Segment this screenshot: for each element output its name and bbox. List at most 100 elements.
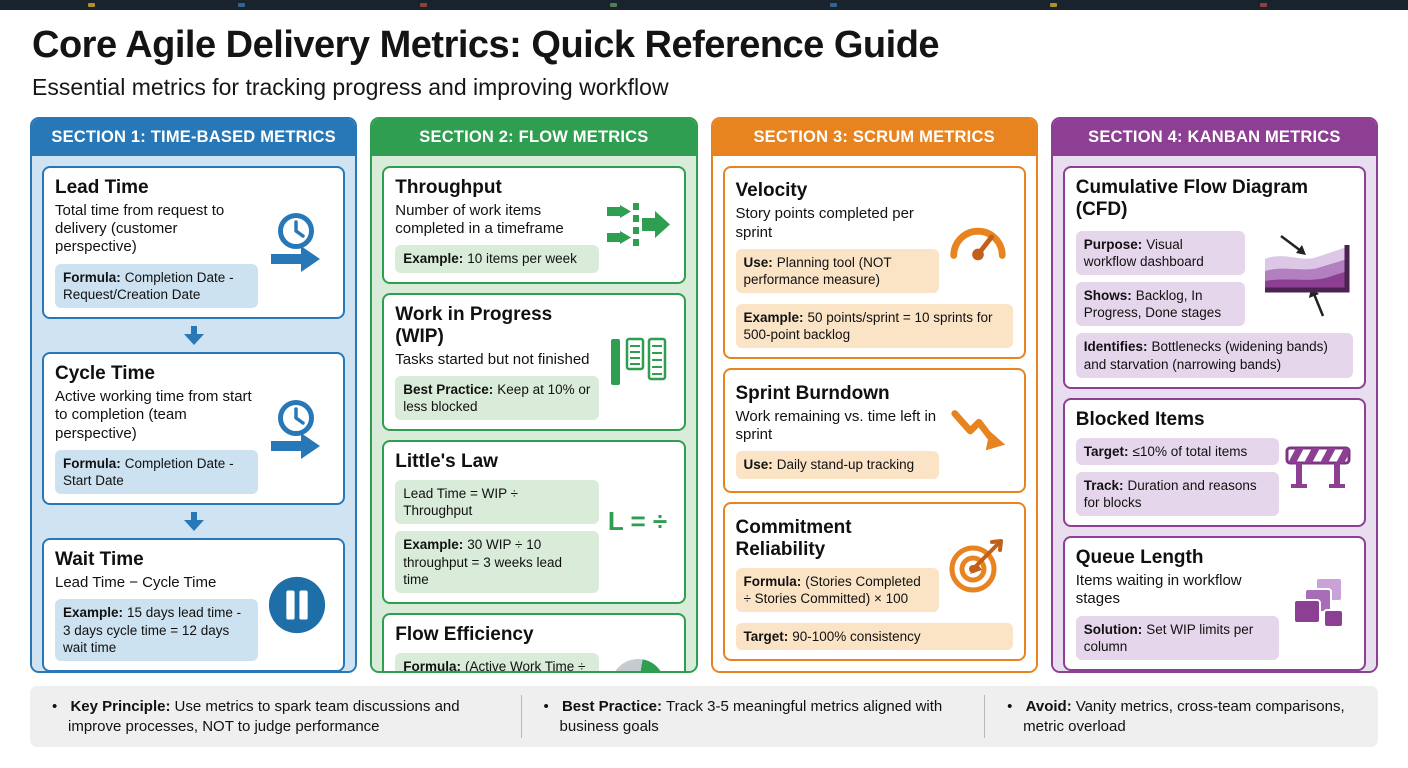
card-title: Little's Law (395, 451, 498, 473)
card-title: Flow Efficiency (395, 623, 534, 645)
formula-box: Formula: Completion Date - Request/Creati… (55, 263, 259, 308)
box-label: Example: (63, 605, 124, 621)
box-label: Formula: (63, 269, 121, 285)
box-label: Use: (743, 457, 773, 473)
card-description: Tasks started but not finished (395, 350, 590, 368)
pause-icon (262, 574, 332, 636)
down-arrow-icon (42, 512, 345, 532)
section-1-body: Lead Time Total time from request to del… (32, 155, 356, 671)
box-text: Backlog, In Progress, Done stages (1083, 288, 1222, 321)
box-text: Daily stand-up tracking (776, 457, 915, 473)
queue-stack-icon (1283, 576, 1353, 632)
box-label: Example: (743, 309, 804, 325)
footer-label: Key Principle: (70, 697, 171, 715)
box-label: Formula: (743, 573, 802, 589)
box-text: ≤10% of total items (1132, 443, 1248, 459)
section-4-body: Cumulative Flow Diagram (CFD) Purpose: Vi… (1052, 155, 1376, 671)
section-3-header: SECTION 3: SCRUM METRICS (712, 118, 1036, 156)
formula-text-icon: L = ÷ (603, 506, 673, 537)
card-title: Sprint Burndown (735, 382, 890, 404)
card-blocked-items: Blocked Items Target: ≤10% of total items… (1062, 397, 1366, 528)
page-title: Core Agile Delivery Metrics: Quick Refer… (32, 24, 940, 66)
card-cumulative-flow-diagram: Cumulative Flow Diagram (CFD) Purpose: Vi… (1062, 165, 1366, 389)
section-2-body: Throughput Number of work items complete… (372, 155, 696, 671)
card-description: Items waiting in workflow stages (1075, 572, 1242, 608)
footer-avoid: Avoid:Vanity metrics, cross-team compari… (984, 694, 1378, 739)
page-subtitle: Essential metrics for tracking progress … (32, 73, 669, 100)
section-scrum-metrics: SECTION 3: SCRUM METRICS Velocity Story … (710, 116, 1038, 673)
box-text: Bottlenecks (widening bands) and starvat… (1083, 339, 1328, 372)
footer-text: Use metrics to spark team discussions an… (68, 697, 460, 735)
barrier-icon (1283, 434, 1353, 490)
card-description: Work remaining vs. time left in sprint (735, 407, 937, 444)
card-title: Throughput (395, 176, 502, 198)
card-commitment-reliability: Commitment Reliability Formula: (Stories … (722, 502, 1026, 661)
sections-row: SECTION 1: TIME-BASED METRICS Lead Time … (30, 116, 1378, 673)
box-text: (Active Work Time ÷ Total Lead Time) × 1… (465, 658, 586, 671)
formula-box: Formula: Completion Date - Start Date (55, 449, 259, 495)
pie-chart-icon (603, 659, 673, 671)
down-arrow-icon (42, 325, 345, 345)
example-box: Example: 30 WIP ÷ 10 throughput = 3 weeks… (395, 531, 599, 593)
footer-label: Best Practice: (561, 697, 663, 715)
card-title: Cumulative Flow Diagram (CFD) (1075, 176, 1309, 220)
footer-bar: Key Principle:Use metrics to spark team … (30, 685, 1378, 748)
clock-arrow-icon (262, 397, 332, 461)
purpose-box: Purpose: Visual workflow dashboard (1075, 230, 1245, 276)
box-text: 30 WIP ÷ 10 throughput = 3 weeks lead ti… (403, 537, 562, 587)
box-text: 15 days lead time - 3 days cycle time = … (63, 605, 242, 655)
box-label: Use: (743, 255, 773, 270)
footer-best-practice: Best Practice:Track 3-5 meaningful metri… (520, 694, 985, 739)
box-label: Shows: (1083, 288, 1132, 304)
box-label: Target: (1083, 443, 1129, 459)
card-wip: Work in Progress (WIP) Tasks started but… (382, 292, 686, 432)
box-label: Target: (743, 628, 789, 644)
section-2-header: SECTION 2: FLOW METRICS (372, 118, 696, 156)
clock-arrow-icon (262, 210, 332, 274)
box-text: 50 points/sprint = 10 sprints for 500-po… (743, 309, 993, 343)
box-label: Purpose: (1083, 236, 1143, 252)
card-queue-length: Queue Length Items waiting in workflow s… (1062, 536, 1366, 671)
section-flow-metrics: SECTION 2: FLOW METRICS Throughput Numbe… (370, 116, 698, 673)
throughput-flow-icon (603, 202, 673, 248)
footer-key-principle: Key Principle:Use metrics to spark team … (30, 695, 521, 739)
shows-box: Shows: Backlog, In Progress, Done stages (1075, 282, 1245, 327)
identifies-box: Identifies: Bottlenecks (widening bands) … (1075, 333, 1353, 378)
box-label: Example: (403, 251, 464, 267)
formula-text: L = ÷ (607, 506, 668, 537)
card-flow-efficiency: Flow Efficiency Formula: (Active Work Tim… (382, 612, 686, 671)
box-text: Planning tool (NOT performance measure) (743, 255, 892, 288)
track-box: Track: Duration and reasons for blocks (1075, 471, 1279, 517)
card-title: Velocity (735, 180, 808, 202)
section-kanban-metrics: SECTION 4: KANBAN METRICS Cumulative Flo… (1050, 116, 1378, 673)
solution-box: Solution: Set WIP limits per column (1075, 615, 1279, 660)
formula-box: Lead Time = WIP ÷ Throughput (395, 480, 599, 525)
box-label: Identifies: (1083, 339, 1148, 355)
formula-box: Formula: (Stories Completed ÷ Stories Com… (735, 567, 939, 613)
card-title: Cycle Time (55, 362, 155, 384)
example-box: Example: 10 items per week (395, 245, 599, 273)
footer-label: Avoid: (1025, 697, 1072, 715)
card-velocity: Velocity Story points completed per spri… (722, 165, 1026, 360)
box-label: Formula: (403, 658, 462, 671)
box-text: Duration and reasons for blocks (1083, 477, 1257, 510)
card-description: Story points completed per sprint (735, 205, 914, 241)
box-text: (Stories Completed ÷ Stories Committed) … (743, 573, 921, 606)
example-box: Example: 50 points/sprint = 10 sprints fo… (735, 303, 1013, 349)
target-box: Target: ≤10% of total items (1075, 437, 1279, 465)
box-label: Formula: (63, 455, 121, 471)
footer-text: Track 3-5 meaningful metrics aligned wit… (559, 697, 943, 735)
card-title: Wait Time (55, 549, 144, 571)
card-description: Active working time from start to comple… (55, 387, 252, 442)
cfd-chart-icon (1249, 232, 1353, 318)
example-box: Example: 15 days lead time - 3 days cycle… (55, 599, 259, 661)
kanban-board-icon (603, 337, 673, 387)
section-1-header: SECTION 1: TIME-BASED METRICS (32, 118, 356, 156)
card-description: Total time from request to delivery (cus… (55, 201, 225, 256)
box-label: Best Practice: (403, 381, 494, 397)
section-time-based-metrics: SECTION 1: TIME-BASED METRICS Lead Time … (30, 116, 358, 673)
page-header: Core Agile Delivery Metrics: Quick Refer… (0, 10, 1408, 105)
section-3-body: Velocity Story points completed per spri… (712, 155, 1036, 671)
card-littles-law: Little's Law Lead Time = WIP ÷ Throughpu… (382, 440, 686, 604)
use-box: Use: Planning tool (NOT performance measu… (735, 249, 939, 294)
